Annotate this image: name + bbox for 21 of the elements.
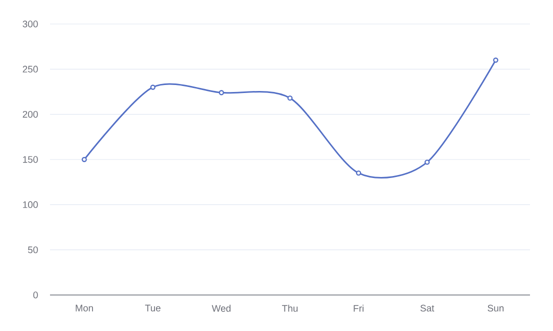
y-tick-label: 200 <box>22 110 38 118</box>
y-tick-label: 100 <box>23 201 38 208</box>
point <box>150 84 156 90</box>
y-tick-label: 50 <box>28 246 38 254</box>
x-tick-label: Sun <box>488 304 504 312</box>
x-tick-label: Wed <box>212 304 230 312</box>
x-tick-label: Mon <box>76 304 93 312</box>
point <box>218 90 224 96</box>
point <box>82 156 87 162</box>
point <box>287 95 293 101</box>
point <box>356 170 362 176</box>
point <box>424 160 430 165</box>
x-tick-label: Thu <box>282 304 298 312</box>
y-tick-label: 250 <box>22 66 38 73</box>
y-tick-label: 150 <box>23 156 38 163</box>
point <box>493 58 498 63</box>
y-tick-label: 300 <box>22 20 38 28</box>
x-tick-label: Fri <box>354 304 364 312</box>
x-tick-label: Sat <box>420 304 434 312</box>
x-tick-label: Tue <box>145 304 160 312</box>
y-tick-label: 0 <box>33 292 38 298</box>
